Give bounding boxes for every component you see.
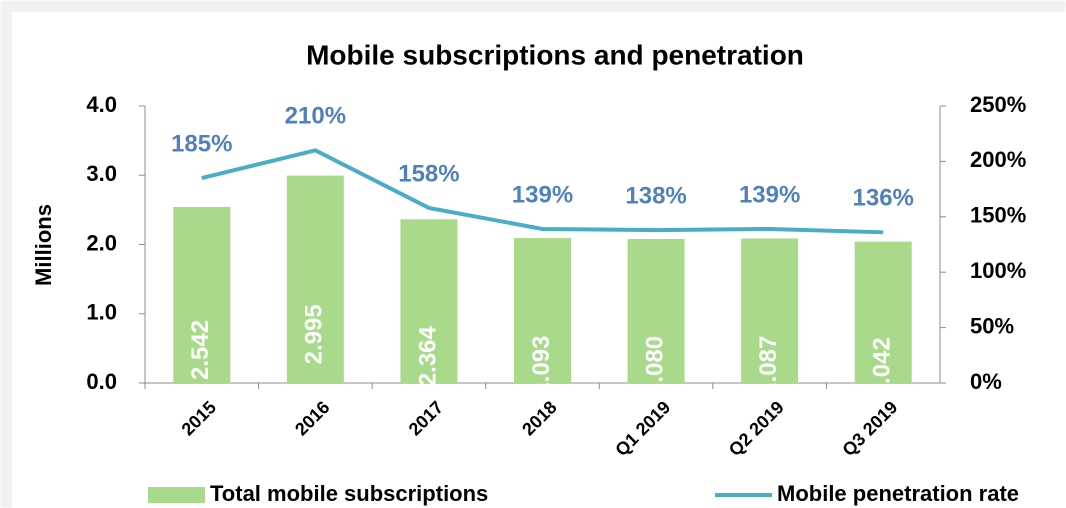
y-axis-title: Millions xyxy=(31,204,56,286)
y-tick-label: 4.0 xyxy=(86,92,117,117)
y2-tick-label: 200% xyxy=(970,147,1026,172)
bar-value-label: 2.542 xyxy=(187,320,214,380)
bar-value-label: 2.080 xyxy=(641,336,668,396)
bar xyxy=(741,238,799,383)
bar-value-label: 2.364 xyxy=(414,325,441,386)
bar-value-label: 2.042 xyxy=(869,337,896,397)
bar xyxy=(286,175,344,383)
y-tick-label: 1.0 xyxy=(86,300,117,325)
y2-tick-label: 250% xyxy=(970,92,1026,117)
bar xyxy=(627,238,685,383)
legend-label: Mobile penetration rate xyxy=(777,481,1019,506)
legend-label: Total mobile subscriptions xyxy=(210,481,488,506)
bar xyxy=(173,206,231,383)
y2-tick-label: 150% xyxy=(970,203,1026,228)
bar xyxy=(400,219,458,383)
y2-tick-label: 100% xyxy=(970,258,1026,283)
line-value-label: 210% xyxy=(285,103,346,130)
y2-tick-label: 50% xyxy=(970,313,1014,338)
bar-value-label: 2.087 xyxy=(755,336,782,396)
y-tick-label: 3.0 xyxy=(86,161,117,186)
line-value-label: 138% xyxy=(625,182,686,209)
line-value-label: 139% xyxy=(739,181,800,208)
line-value-label: 185% xyxy=(171,130,232,157)
line-value-label: 139% xyxy=(512,181,573,208)
bar-value-label: 2.995 xyxy=(301,304,328,364)
bar xyxy=(854,241,912,383)
legend-swatch xyxy=(148,487,205,503)
chart-title: Mobile subscriptions and penetration xyxy=(306,39,804,70)
y-tick-label: 0.0 xyxy=(86,369,117,394)
line xyxy=(201,148,884,235)
bar-value-label: 2.093 xyxy=(528,335,555,395)
line-value-label: 136% xyxy=(853,185,914,212)
bar xyxy=(514,238,571,383)
y2-tick-label: 0% xyxy=(970,369,1002,394)
line-value-label: 158% xyxy=(398,160,459,187)
y-tick-label: 2.0 xyxy=(86,230,117,255)
